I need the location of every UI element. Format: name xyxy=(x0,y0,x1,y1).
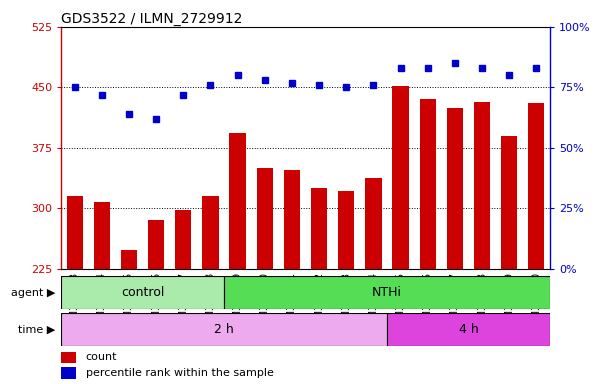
Bar xyxy=(392,86,409,269)
Bar xyxy=(284,170,300,269)
Bar xyxy=(61,367,76,379)
Bar xyxy=(474,102,490,269)
Bar xyxy=(365,178,381,269)
Bar xyxy=(257,168,273,269)
Bar xyxy=(67,196,83,269)
Text: control: control xyxy=(121,286,164,299)
Bar xyxy=(148,220,164,269)
Text: percentile rank within the sample: percentile rank within the sample xyxy=(86,368,273,378)
Bar xyxy=(121,250,137,269)
Bar xyxy=(501,136,518,269)
Bar xyxy=(420,99,436,269)
Bar xyxy=(387,313,550,346)
Bar xyxy=(61,352,76,363)
Text: agent ▶: agent ▶ xyxy=(10,288,55,298)
Bar xyxy=(338,190,354,269)
Bar xyxy=(175,210,191,269)
Bar xyxy=(311,188,327,269)
Bar xyxy=(93,202,110,269)
Bar xyxy=(528,104,544,269)
Text: 2 h: 2 h xyxy=(214,323,234,336)
Bar xyxy=(61,276,224,309)
Text: time ▶: time ▶ xyxy=(18,324,55,334)
Text: NTHi: NTHi xyxy=(372,286,402,299)
Bar xyxy=(447,108,463,269)
Text: count: count xyxy=(86,353,117,362)
Text: 4 h: 4 h xyxy=(459,323,478,336)
Bar xyxy=(202,196,219,269)
Bar xyxy=(61,313,387,346)
Text: GDS3522 / ILMN_2729912: GDS3522 / ILMN_2729912 xyxy=(61,12,243,26)
Bar xyxy=(224,276,550,309)
Bar xyxy=(230,133,246,269)
